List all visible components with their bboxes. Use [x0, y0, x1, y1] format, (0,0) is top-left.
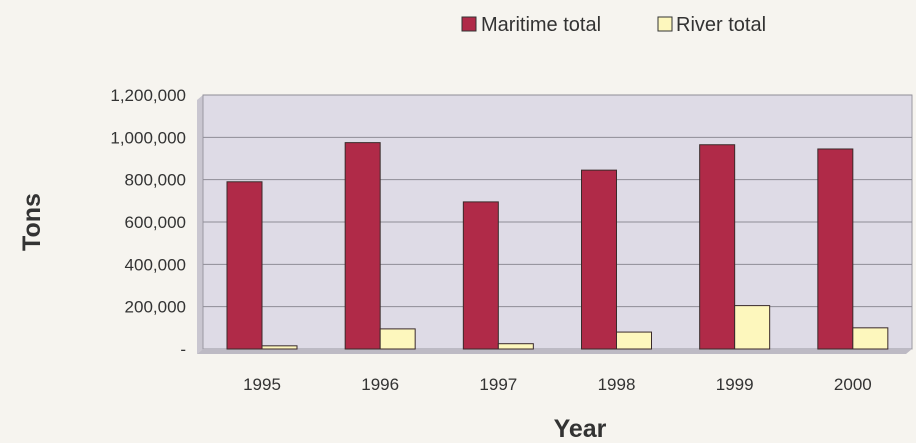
- legend-swatch: [657, 16, 673, 32]
- bar-maritime-total-1995: [226, 181, 263, 350]
- x-tick-label: 1997: [479, 375, 517, 394]
- bar-river-total-2000: [852, 327, 889, 350]
- x-axis-title: Year: [554, 415, 607, 443]
- gridlines: [203, 94, 912, 308]
- bar-river-total-1996: [379, 328, 416, 350]
- bar-maritime-total-1999: [699, 144, 736, 350]
- bar-river-total-1998: [616, 331, 652, 350]
- plot-area: [197, 94, 913, 354]
- y-tick-label: 400,000: [125, 255, 186, 274]
- x-axis-ticks: 1995 1996 1997 1998 1999 2000: [243, 375, 872, 394]
- bar-river-total-1999: [734, 305, 771, 350]
- bar-maritime-total-1996: [344, 142, 381, 350]
- y-tick-label: 1,200,000: [110, 86, 186, 105]
- x-tick-label: 1995: [243, 375, 281, 394]
- bar-maritime-total-1997: [462, 201, 499, 350]
- plot-depth-wall: [197, 95, 203, 354]
- bar-maritime-total-2000: [817, 148, 854, 350]
- y-tick-label: -: [180, 340, 186, 359]
- y-tick-label: 600,000: [125, 213, 186, 232]
- x-tick-label: 2000: [834, 375, 872, 394]
- y-axis-title: Tons: [18, 193, 46, 251]
- legend: Maritime total River total: [461, 14, 766, 36]
- bar-river-total-1997: [497, 343, 534, 350]
- y-tick-label: 800,000: [125, 171, 186, 190]
- legend-swatch: [461, 16, 477, 32]
- y-axis-ticks: - 200,000 400,000 600,000 800,000 1,000,000 1,…: [110, 86, 186, 359]
- bar-maritime-total-1998: [581, 169, 617, 350]
- plot-floor: [197, 349, 912, 354]
- legend-label: Maritime total: [481, 14, 601, 36]
- bars: [226, 142, 889, 350]
- bar-river-total-1995: [261, 345, 298, 350]
- x-tick-label: 1999: [716, 375, 754, 394]
- x-tick-label: 1998: [598, 375, 636, 394]
- x-tick-label: 1996: [361, 375, 399, 394]
- y-tick-label: 200,000: [125, 298, 186, 317]
- legend-label: River total: [676, 14, 766, 36]
- y-tick-label: 1,000,000: [110, 128, 186, 147]
